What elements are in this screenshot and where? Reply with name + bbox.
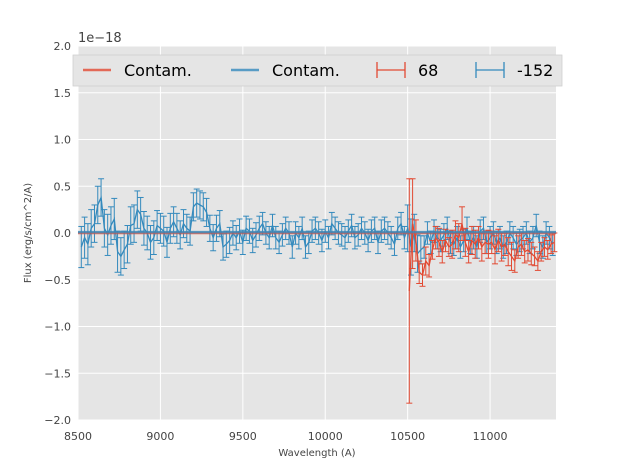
y-tick-label: −0.5 (44, 274, 71, 287)
x-tick-label: 10500 (390, 430, 425, 443)
y-axis-label: Flux (erg/s/cm^2/A) (23, 183, 34, 283)
y-tick-label: 1.5 (54, 87, 72, 100)
y-tick-labels: −2.0 −1.5 −1.0 −0.5 0.0 0.5 1.0 1.5 2.0 (44, 40, 71, 427)
y-tick-label: 2.0 (54, 40, 72, 53)
y-tick-label: −1.5 (44, 367, 71, 380)
legend: Contam. Contam. 68 -152 (72, 54, 563, 87)
x-axis-label: Wavelength (A) (278, 448, 355, 459)
series-line-68 (408, 223, 555, 292)
x-tick-labels: 8500 9000 9500 10000 10500 11000 (64, 430, 508, 443)
x-tick-label: 9500 (229, 430, 257, 443)
y-tick-label: 0.0 (54, 227, 72, 240)
y-tick-label: −1.0 (44, 321, 71, 334)
legend-label: Contam. (272, 61, 340, 80)
y-tick-label: 1.0 (54, 134, 72, 147)
series-layer (78, 178, 558, 404)
series-line--152 (80, 195, 554, 258)
y-tick-label: −2.0 (44, 414, 71, 427)
legend-label: -152 (517, 61, 553, 80)
y-tick-label: 0.5 (54, 180, 72, 193)
legend-label: Contam. (124, 61, 192, 80)
x-tick-label: 10000 (308, 430, 343, 443)
legend-label: 68 (418, 61, 438, 80)
y-offset-text: 1e−18 (78, 31, 122, 46)
x-tick-label: 9000 (146, 430, 174, 443)
x-tick-label: 8500 (64, 430, 92, 443)
x-tick-label: 11000 (473, 430, 508, 443)
